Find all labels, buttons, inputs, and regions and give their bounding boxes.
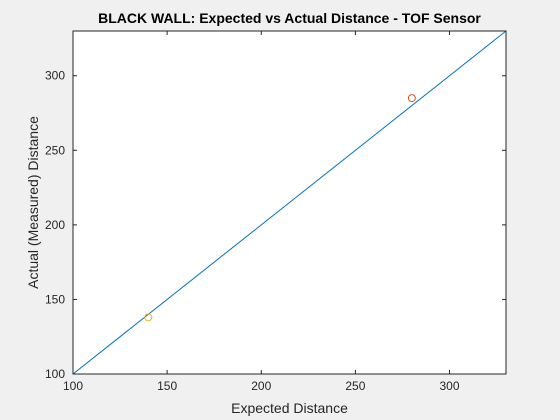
axis-ticks: 100 150 200 250 300 100 150 200 250 300 — [45, 31, 506, 393]
data-point-marker — [407, 94, 416, 103]
axes-box — [72, 30, 507, 375]
y-tick-label: 100 — [45, 367, 65, 381]
data-point-marker — [144, 313, 153, 322]
x-tick-label: 100 — [63, 379, 83, 393]
x-tick-label: 300 — [440, 379, 460, 393]
y-tick-label: 200 — [45, 218, 65, 232]
y-tick-label: 250 — [45, 143, 65, 157]
chart-title: BLACK WALL: Expected vs Actual Distance … — [98, 10, 481, 26]
plot-marks — [72, 30, 507, 375]
y-tick-label: 300 — [45, 69, 65, 83]
x-tick-label: 250 — [345, 379, 365, 393]
y-axis-title: Actual (Measured) Distance — [25, 116, 41, 289]
x-tick-label: 150 — [157, 379, 177, 393]
x-axis-title: Expected Distance — [231, 400, 348, 416]
y-tick-label: 150 — [45, 292, 65, 306]
x-tick-label: 200 — [251, 379, 271, 393]
